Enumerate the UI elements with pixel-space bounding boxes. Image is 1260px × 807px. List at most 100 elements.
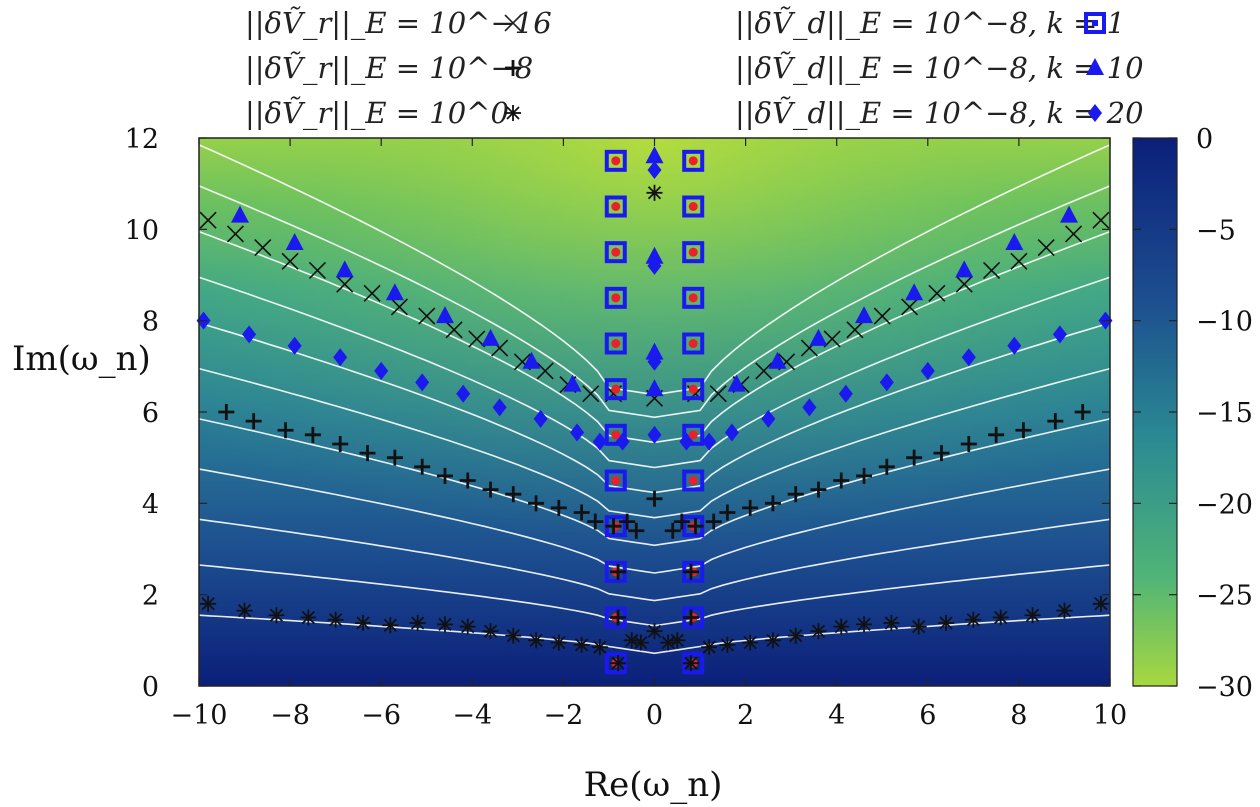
data-point-star (459, 618, 476, 635)
diamond-shape (1052, 325, 1067, 344)
data-point-plus (482, 481, 499, 498)
data-point-star (436, 616, 453, 633)
data-point-square (604, 149, 627, 172)
data-point-triangle (645, 146, 664, 164)
data-point-star (1024, 607, 1041, 624)
data-point-triangle (768, 351, 787, 369)
contour-line (198, 468, 1111, 574)
data-point-square (604, 195, 627, 218)
data-point-plus (687, 518, 704, 535)
data-point-diamond (702, 432, 717, 451)
y-tick-label: 2 (142, 581, 159, 612)
star-stroke (994, 610, 1008, 625)
legend-marker-square (1084, 12, 1106, 34)
square-center-dot (611, 476, 621, 485)
data-point-star (528, 632, 545, 649)
star-stroke (383, 618, 397, 632)
data-point-plus (673, 513, 690, 530)
x-tick-label: −8 (270, 700, 310, 731)
data-point-square (682, 332, 705, 355)
triangle-shape (645, 246, 664, 264)
data-point-plus (436, 467, 453, 484)
triangle-shape (435, 306, 454, 324)
triangle-shape (1060, 205, 1079, 223)
data-point-plus (359, 445, 376, 462)
square-center-dot (688, 156, 698, 166)
star-stroke (201, 597, 215, 611)
cross-stroke (983, 261, 1001, 279)
cross-stroke (846, 321, 864, 339)
data-point-square (682, 378, 705, 401)
data-point-plus (787, 486, 804, 503)
star-stroke (411, 616, 425, 630)
square-outline (682, 423, 705, 446)
data-point-plus (218, 404, 235, 420)
square-center-dot (688, 293, 698, 303)
data-point-plus (682, 609, 699, 626)
y-tick-label: 8 (142, 307, 159, 338)
cross-stroke (281, 252, 299, 270)
data-point-diamond (879, 373, 894, 392)
data-point-square (682, 286, 705, 309)
square-outline (682, 195, 705, 218)
data-point-plus (605, 518, 622, 535)
data-point-square (604, 378, 627, 401)
data-point-triangle (645, 379, 664, 397)
data-point-triangle (645, 246, 664, 264)
y-axis-label: Im(ω_n) (12, 339, 151, 379)
data-point-star (632, 634, 649, 651)
legend-marker-+ (505, 60, 521, 76)
data-point-square (604, 423, 627, 446)
x-tick-label: 4 (828, 700, 845, 731)
diamond-shape (592, 432, 607, 451)
data-point-star (409, 614, 426, 631)
square-center-dot (611, 156, 621, 166)
data-point-plus (1047, 413, 1064, 430)
x-tick-label: 0 (646, 700, 663, 731)
diamond-shape (374, 361, 389, 380)
data-point-triangle (481, 328, 500, 346)
contour-line (198, 185, 1111, 419)
star-stroke (811, 624, 826, 638)
legend-marker-✱ (505, 105, 521, 121)
data-point-diamond (961, 348, 976, 367)
data-point-star (610, 655, 627, 672)
star-stroke (912, 619, 926, 634)
data-point-star (268, 607, 285, 624)
data-point-x (983, 261, 1001, 279)
data-point-triangle (1060, 205, 1079, 223)
data-point-star (505, 627, 522, 644)
data-point-square (682, 469, 705, 492)
square-center-dot (611, 202, 621, 211)
square-outline (604, 423, 627, 446)
data-point-plus (550, 499, 567, 516)
cross-stroke (363, 284, 381, 302)
data-point-star (742, 634, 759, 651)
data-point-plus (386, 449, 403, 466)
square-outline (682, 286, 705, 309)
x-axis-label: Re(ω_n) (584, 765, 723, 805)
star-stroke (702, 640, 716, 654)
star-stroke (329, 613, 343, 627)
triangle-shape (285, 233, 304, 251)
data-point-star (236, 602, 253, 619)
data-point-diamond (724, 423, 739, 442)
data-point-diamond (287, 336, 302, 355)
data-point-diamond (492, 398, 507, 417)
diamond-shape (647, 352, 662, 371)
data-point-square (682, 149, 705, 172)
y-tick-label: 10 (125, 215, 159, 246)
data-point-x (1064, 225, 1083, 243)
y-tick-label: 0 (142, 672, 159, 703)
diamond-shape (533, 409, 548, 428)
colorbar-tick-label: 0 (1196, 124, 1213, 155)
x-tick-label: 6 (919, 700, 936, 731)
star-stroke (634, 635, 648, 650)
square-outline (1084, 12, 1106, 34)
square-outline (682, 469, 705, 492)
star-stroke (1057, 604, 1072, 618)
data-point-x (199, 211, 217, 229)
colorbar-tick-label: −30 (1196, 672, 1253, 703)
data-point-x (582, 385, 600, 403)
diamond-shape (961, 348, 976, 367)
